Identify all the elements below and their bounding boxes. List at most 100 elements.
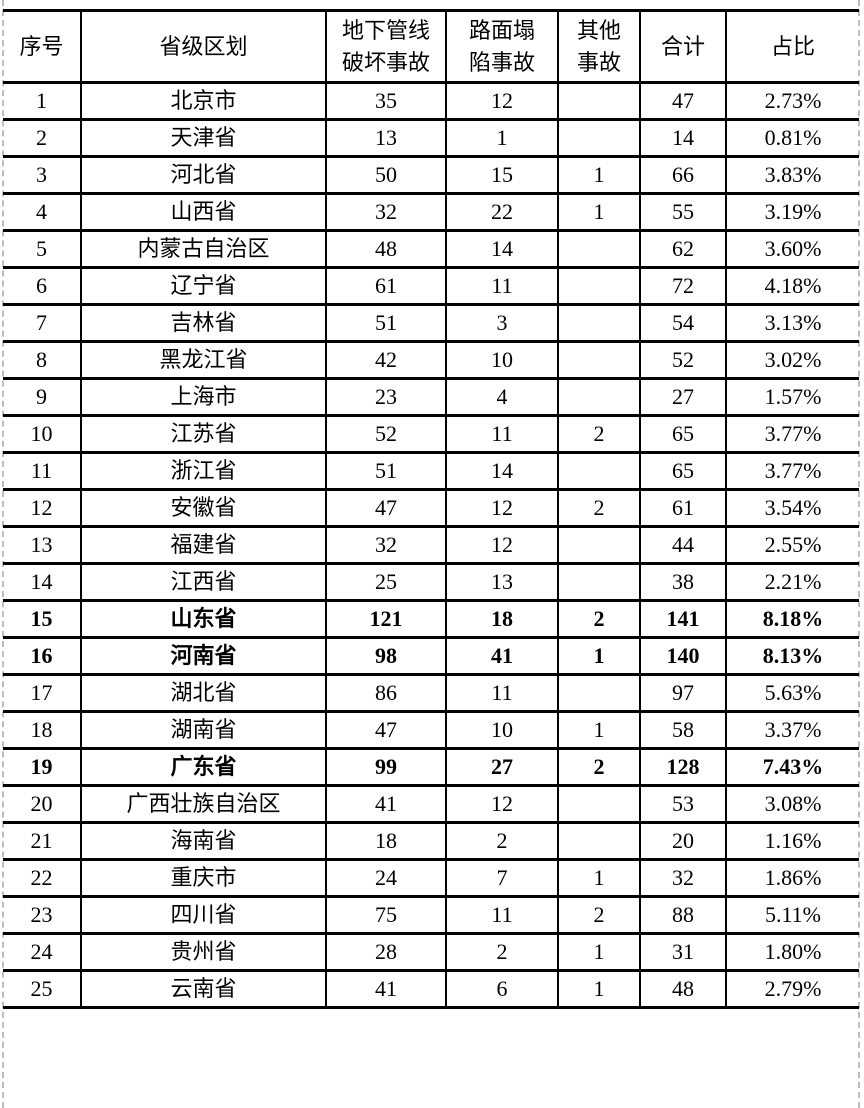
cell-other: 1	[557, 155, 641, 195]
cell-total: 20	[639, 821, 727, 861]
cell-total: 38	[639, 562, 727, 602]
cell-other: 2	[557, 747, 641, 787]
cell-collapse: 13	[445, 562, 559, 602]
cell-collapse: 27	[445, 747, 559, 787]
cell-share: 1.57%	[725, 377, 859, 417]
cell-total: 61	[639, 488, 727, 528]
cell-index: 17	[3, 673, 82, 713]
cell-total: 128	[639, 747, 727, 787]
table-row: 2 天津省 13 1 14 0.81%	[3, 118, 859, 158]
cell-pipeline: 32	[325, 525, 447, 565]
cell-collapse: 12	[445, 488, 559, 528]
cell-total: 55	[639, 192, 727, 232]
cell-index: 18	[3, 710, 82, 750]
cell-collapse: 14	[445, 229, 559, 269]
cell-other	[557, 821, 641, 861]
cell-index: 10	[3, 414, 82, 454]
cell-total: 52	[639, 340, 727, 380]
cell-other: 1	[557, 192, 641, 232]
cell-index: 19	[3, 747, 82, 787]
cell-share: 1.80%	[725, 932, 859, 972]
table-row: 21 海南省 18 2 20 1.16%	[3, 821, 859, 861]
cell-index: 20	[3, 784, 82, 824]
cell-share: 0.81%	[725, 118, 859, 158]
table-body: 1 北京市 35 12 47 2.73% 2 天津省 13 1 14 0.81% 3 河北省 50 15 1 66…	[3, 81, 859, 1009]
cell-region: 福建省	[80, 525, 327, 565]
cell-collapse: 11	[445, 895, 559, 935]
accident-statistics-table: 序号 省级区划 地下管线 破坏事故 路面塌 陷事故 其他 事故 合计 占比 1 北京市 35 12…	[3, 9, 859, 1009]
cell-region: 上海市	[80, 377, 327, 417]
cell-share: 4.18%	[725, 266, 859, 306]
cell-share: 7.43%	[725, 747, 859, 787]
cell-index: 13	[3, 525, 82, 565]
cell-pipeline: 50	[325, 155, 447, 195]
cell-other: 1	[557, 636, 641, 676]
table-row: 7 吉林省 51 3 54 3.13%	[3, 303, 859, 343]
cell-index: 2	[3, 118, 82, 158]
cell-pipeline: 99	[325, 747, 447, 787]
cell-total: 32	[639, 858, 727, 898]
cell-total: 72	[639, 266, 727, 306]
cell-share: 2.79%	[725, 969, 859, 1009]
cell-share: 3.54%	[725, 488, 859, 528]
cell-other	[557, 451, 641, 491]
table-row: 11 浙江省 51 14 65 3.77%	[3, 451, 859, 491]
cell-index: 5	[3, 229, 82, 269]
cell-other	[557, 81, 641, 121]
table-row: 6 辽宁省 61 11 72 4.18%	[3, 266, 859, 306]
cell-pipeline: 13	[325, 118, 447, 158]
cell-index: 11	[3, 451, 82, 491]
cell-index: 7	[3, 303, 82, 343]
column-header-region: 省级区划	[80, 9, 327, 84]
cell-total: 141	[639, 599, 727, 639]
cell-other	[557, 562, 641, 602]
cell-share: 8.13%	[725, 636, 859, 676]
cell-total: 65	[639, 414, 727, 454]
cell-index: 1	[3, 81, 82, 121]
cell-share: 3.77%	[725, 414, 859, 454]
cell-other: 2	[557, 414, 641, 454]
cell-share: 2.21%	[725, 562, 859, 602]
cell-share: 3.13%	[725, 303, 859, 343]
table-row: 5 内蒙古自治区 48 14 62 3.60%	[3, 229, 859, 269]
cell-other	[557, 229, 641, 269]
cell-other: 1	[557, 858, 641, 898]
cell-pipeline: 47	[325, 710, 447, 750]
table-row: 13 福建省 32 12 44 2.55%	[3, 525, 859, 565]
column-header-collapse: 路面塌 陷事故	[445, 9, 559, 84]
table-row: 16 河南省 98 41 1 140 8.13%	[3, 636, 859, 676]
cell-collapse: 15	[445, 155, 559, 195]
cell-region: 江西省	[80, 562, 327, 602]
cell-pipeline: 75	[325, 895, 447, 935]
cell-total: 58	[639, 710, 727, 750]
cell-region: 湖北省	[80, 673, 327, 713]
cell-collapse: 12	[445, 81, 559, 121]
cell-share: 3.37%	[725, 710, 859, 750]
cell-index: 24	[3, 932, 82, 972]
cell-pipeline: 32	[325, 192, 447, 232]
cell-pipeline: 23	[325, 377, 447, 417]
cell-region: 云南省	[80, 969, 327, 1009]
cell-region: 广东省	[80, 747, 327, 787]
cell-share: 8.18%	[725, 599, 859, 639]
cell-pipeline: 98	[325, 636, 447, 676]
cell-pipeline: 48	[325, 229, 447, 269]
cell-other: 1	[557, 932, 641, 972]
table-row: 14 江西省 25 13 38 2.21%	[3, 562, 859, 602]
table-row: 4 山西省 32 22 1 55 3.19%	[3, 192, 859, 232]
cell-collapse: 10	[445, 340, 559, 380]
cell-total: 27	[639, 377, 727, 417]
cell-pipeline: 24	[325, 858, 447, 898]
cell-share: 2.55%	[725, 525, 859, 565]
cell-index: 21	[3, 821, 82, 861]
cell-pipeline: 47	[325, 488, 447, 528]
column-header-pipeline: 地下管线 破坏事故	[325, 9, 447, 84]
cell-index: 6	[3, 266, 82, 306]
cell-pipeline: 41	[325, 784, 447, 824]
cell-index: 16	[3, 636, 82, 676]
cell-pipeline: 35	[325, 81, 447, 121]
table-row: 15 山东省 121 18 2 141 8.18%	[3, 599, 859, 639]
cell-other	[557, 784, 641, 824]
cell-share: 3.19%	[725, 192, 859, 232]
